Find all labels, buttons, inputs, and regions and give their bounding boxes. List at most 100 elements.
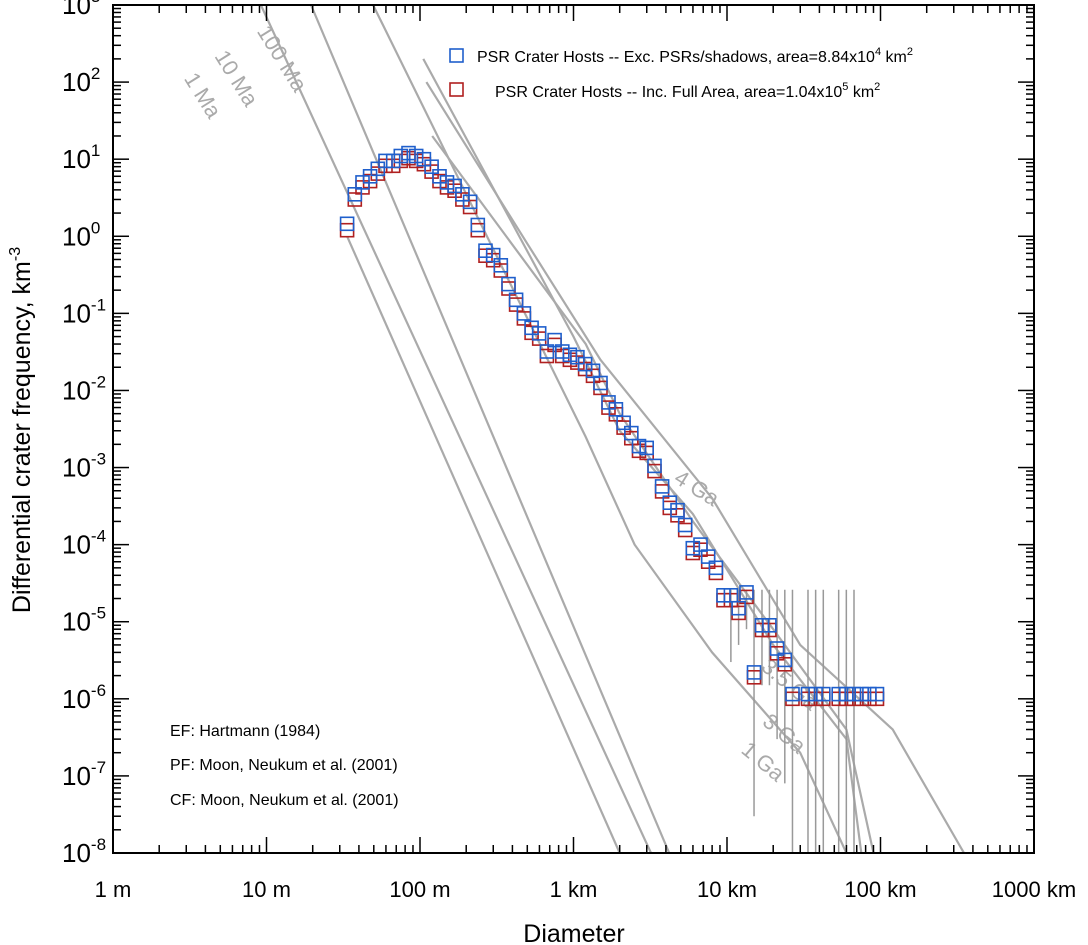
data-point-blue <box>562 347 578 363</box>
y-tick-label: 10-2 <box>62 372 106 405</box>
legend-label-exc: PSR Crater Hosts -- Exc. PSRs/shadows, a… <box>477 46 913 66</box>
data-point-red <box>447 183 462 198</box>
data-point-blue <box>700 549 716 564</box>
data-point-blue <box>769 641 785 656</box>
data-point-blue <box>385 153 401 169</box>
data-point-blue <box>869 686 885 702</box>
data-point-red <box>677 522 693 538</box>
data-point-blue <box>439 175 455 190</box>
y-tick-label: 103 <box>62 0 100 20</box>
function-notes: EF: Hartmann (1984) PF: Moon, Neukum et … <box>170 723 399 809</box>
y-tick-label: 10-8 <box>62 835 106 868</box>
y-tick-label: 101 <box>62 141 100 174</box>
x-tick-label: 10 m <box>242 877 291 902</box>
x-axis-title: Diameter <box>523 920 624 945</box>
data-point-blue <box>608 401 624 417</box>
data-point-blue <box>647 458 662 474</box>
data-point-red <box>854 691 870 707</box>
isochron-label-100-ma: 100 Ma <box>252 21 312 97</box>
data-point-blue <box>424 159 439 174</box>
y-tick-label: 10-5 <box>62 604 106 637</box>
data-point-blue <box>785 686 800 702</box>
data-point-blue <box>815 686 831 702</box>
data-point-blue <box>485 247 501 263</box>
data-point-blue <box>339 216 355 232</box>
data-point-blue <box>593 375 608 391</box>
data-point-blue <box>362 169 378 184</box>
legend-marker-blue <box>449 48 464 63</box>
data-point-blue <box>378 153 393 169</box>
isochron-1-ma <box>346 235 621 853</box>
note-ef: EF: Hartmann (1984) <box>170 723 320 740</box>
isochron-4-ga <box>425 81 965 853</box>
data-point-blue <box>547 332 562 348</box>
y-tick-label: 10-4 <box>62 527 106 560</box>
data-point-blue <box>677 517 693 533</box>
data-point-blue <box>808 686 823 702</box>
data-point-blue <box>501 276 516 292</box>
x-tick-label: 10 km <box>697 877 757 902</box>
data-points <box>339 145 885 707</box>
data-point-blue <box>746 665 762 680</box>
data-point-blue <box>716 587 731 603</box>
data-point-blue <box>623 425 639 441</box>
data-point-blue <box>754 617 770 633</box>
data-point-blue <box>762 617 777 633</box>
data-point-blue <box>478 243 493 258</box>
data-point-red <box>424 164 439 179</box>
data-point-blue <box>524 320 539 336</box>
data-point-red <box>478 248 493 263</box>
data-point-blue <box>831 686 847 702</box>
data-point-blue <box>508 292 524 308</box>
x-tick-label: 1000 km <box>992 877 1076 902</box>
data-point-red <box>670 507 685 523</box>
data-point-blue <box>670 502 685 518</box>
y-tick-label: 10-6 <box>62 681 106 714</box>
data-point-blue <box>800 686 816 702</box>
data-point-blue <box>654 479 670 494</box>
legend-marker-red <box>449 82 464 97</box>
data-point-blue <box>777 652 793 668</box>
data-point-red <box>716 592 731 608</box>
x-tick-label: 1 km <box>550 877 598 902</box>
note-cf: CF: Moon, Neukum et al. (2001) <box>170 792 399 809</box>
data-point-blue <box>662 495 678 511</box>
y-tick-label: 10-1 <box>62 295 106 328</box>
data-point-blue <box>393 148 409 164</box>
legend: PSR Crater Hosts -- Exc. PSRs/shadows, a… <box>449 46 913 101</box>
y-tick-label: 10-3 <box>62 450 106 483</box>
data-point-blue <box>470 217 486 233</box>
axis-ticks <box>112 4 1035 854</box>
data-point-blue <box>455 187 470 202</box>
y-tick-label: 100 <box>62 218 100 251</box>
data-point-blue <box>693 537 708 552</box>
data-point-blue <box>731 600 746 616</box>
data-point-blue <box>493 257 509 273</box>
data-point-red <box>385 158 401 174</box>
data-point-blue <box>416 151 432 167</box>
data-point-blue <box>462 194 478 210</box>
data-point-blue <box>838 686 854 702</box>
data-point-red <box>869 691 885 707</box>
data-point-blue <box>370 161 386 177</box>
data-point-blue <box>708 560 724 576</box>
data-point-blue <box>685 540 701 556</box>
data-point-blue <box>846 686 862 702</box>
data-point-blue <box>408 148 424 164</box>
y-tick-labels: 10-8 10-7 10-6 10-5 10-4 10-3 10-2 10-1 100 101 10… <box>62 0 106 868</box>
x-tick-labels: 1 m 10 m 100 m 1 km 10 km 100 km 1000 km <box>95 877 1077 902</box>
y-tick-label: 102 <box>62 64 100 97</box>
data-point-blue <box>639 440 655 456</box>
x-tick-label: 1 m <box>95 877 132 902</box>
data-point-red <box>685 545 701 561</box>
data-point-blue <box>531 326 547 341</box>
data-point-blue <box>516 306 532 321</box>
data-point-blue <box>585 363 601 379</box>
data-point-blue <box>631 438 647 454</box>
data-point-blue <box>854 686 870 702</box>
data-point-blue <box>554 344 570 359</box>
data-point-blue <box>539 344 555 359</box>
isochron-10-ma <box>259 5 652 853</box>
